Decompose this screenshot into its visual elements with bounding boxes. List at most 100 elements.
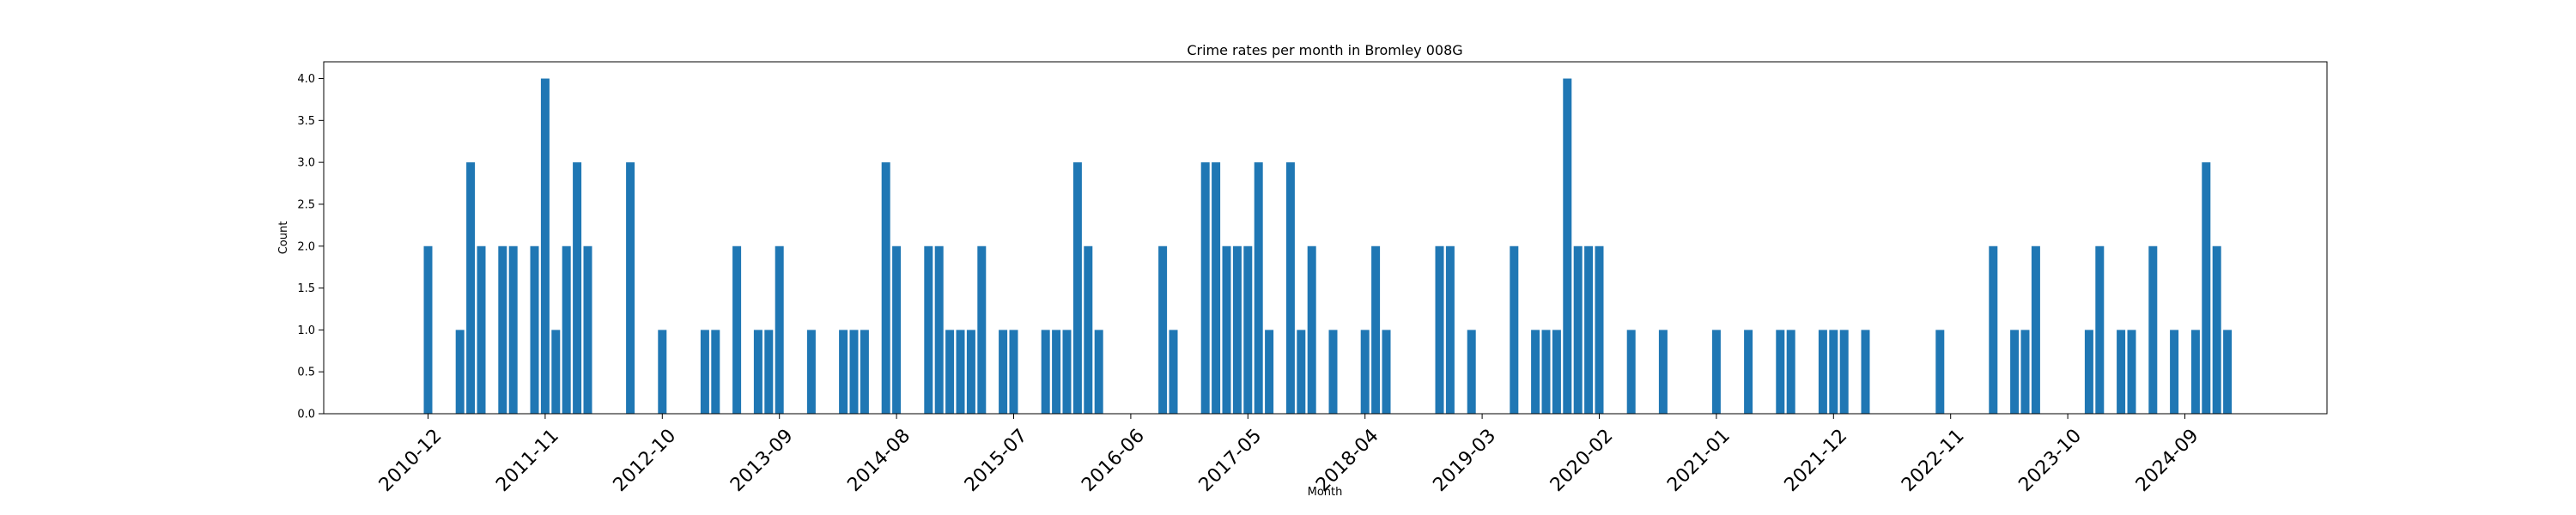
bar-2024-08: [2170, 330, 2179, 414]
y-axis-label: Count: [277, 221, 290, 255]
y-axis: 0.0 0.5 1.0 1.5 2.0 2.5 3.0 3.5 4.0: [297, 73, 324, 421]
bar-2011-12: [551, 330, 561, 414]
bar-2016-02: [1084, 245, 1093, 414]
x-tick-label: 2016-06: [1078, 425, 1149, 496]
bar-2024-10: [2190, 330, 2200, 414]
x-tick-label: 2012-10: [610, 425, 681, 496]
bar-2017-06: [1254, 162, 1263, 414]
x-tick-label: 2019-03: [1429, 425, 1500, 496]
y-tick-label: 1.5: [297, 282, 315, 295]
bar-2011-05: [477, 245, 486, 414]
x-tick-label: 2014-08: [843, 425, 914, 496]
bar-2023-07: [2031, 245, 2040, 414]
bar-2011-04: [466, 162, 476, 414]
bar-2014-08: [892, 245, 902, 414]
bar-2018-04: [1360, 330, 1370, 414]
bar-2018-11: [1435, 245, 1444, 414]
bar-2018-05: [1371, 245, 1381, 414]
bar-2013-05: [732, 245, 742, 414]
bar-2023-05: [2010, 330, 2020, 414]
bar-2011-08: [508, 245, 518, 414]
bar-2011-07: [498, 245, 507, 414]
bar-2011-11: [540, 78, 550, 415]
bar-2024-01: [2095, 245, 2105, 414]
bar-2015-10: [1041, 330, 1050, 414]
bar-2012-03: [583, 245, 592, 414]
bar-2016-09: [1158, 245, 1168, 414]
bar-2011-10: [530, 245, 539, 414]
bar-2017-03: [1222, 245, 1231, 414]
x-tick-label: 2021-12: [1781, 425, 1852, 496]
x-tick-label: 2021-01: [1663, 425, 1735, 496]
x-tick-label: 2023-10: [2014, 425, 2086, 496]
bar-2013-02: [700, 330, 709, 414]
y-tick-label: 4.0: [297, 73, 315, 86]
bar-2014-07: [881, 162, 890, 414]
bar-2019-02: [1467, 330, 1476, 414]
bar-2017-01: [1200, 162, 1210, 414]
bar-2019-06: [1510, 245, 1519, 414]
y-tick-label: 0.0: [297, 409, 315, 421]
bar-2016-10: [1169, 330, 1178, 414]
bar-2019-08: [1531, 330, 1540, 414]
bar-2011-03: [455, 330, 465, 414]
bar-2018-06: [1382, 330, 1391, 414]
bar-2013-09: [775, 245, 784, 414]
bars-group: [423, 78, 2233, 415]
bar-2021-08: [1786, 330, 1795, 414]
x-axis-label: Month: [1308, 486, 1343, 499]
bar-2020-08: [1658, 330, 1668, 414]
bar-2024-03: [2117, 330, 2126, 414]
x-tick-label: 2022-11: [1898, 425, 1969, 496]
bar-2019-11: [1563, 78, 1572, 415]
bar-2015-02: [956, 330, 965, 414]
x-tick-label: 2011-11: [492, 425, 563, 496]
bar-2017-02: [1212, 162, 1221, 414]
bar-2015-01: [945, 330, 955, 414]
bar-2021-11: [1818, 330, 1827, 414]
bar-2014-03: [839, 330, 848, 414]
bar-2014-12: [934, 245, 944, 414]
y-tick-label: 3.5: [297, 115, 315, 128]
bar-2020-02: [1595, 245, 1604, 414]
bar-2021-07: [1776, 330, 1785, 414]
x-tick-label: 2017-05: [1195, 425, 1267, 496]
bar-2017-11: [1307, 245, 1316, 414]
bar-2020-05: [1626, 330, 1636, 414]
bar-2010-12: [423, 245, 433, 414]
bar-2013-03: [711, 330, 720, 414]
bar-2022-10: [1935, 330, 1945, 414]
bar-2023-06: [2020, 330, 2030, 414]
bar-2014-04: [849, 330, 859, 414]
chart-title: Crime rates per month in Bromley 008G: [1187, 42, 1462, 58]
bar-2017-09: [1285, 162, 1295, 414]
bar-2021-04: [1744, 330, 1753, 414]
bar-2024-12: [2212, 245, 2221, 414]
bar-2012-01: [562, 245, 571, 414]
y-tick-label: 3.0: [297, 157, 315, 170]
bar-2013-07: [753, 330, 762, 414]
y-tick-label: 2.0: [297, 240, 315, 253]
bar-2015-04: [977, 245, 987, 414]
bar-2021-01: [1711, 330, 1721, 414]
x-axis: 2010-12 2011-11 2012-10 2013-09 2014-08 2015-…: [375, 414, 2202, 496]
x-tick-label: 2013-09: [726, 425, 798, 496]
bar-2013-12: [806, 330, 816, 414]
bar-2019-12: [1573, 245, 1583, 414]
y-tick-label: 2.5: [297, 198, 315, 211]
axes-frame: [323, 61, 2328, 415]
x-tick-label: 2010-12: [375, 425, 447, 496]
bar-2015-03: [966, 330, 975, 414]
bar-2018-12: [1445, 245, 1455, 414]
bar-2015-07: [1009, 330, 1018, 414]
y-tick-label: 1.0: [297, 324, 315, 337]
bar-2015-11: [1052, 330, 1061, 414]
bar-2019-09: [1541, 330, 1551, 414]
bar-2024-06: [2148, 245, 2158, 414]
bar-2017-07: [1265, 330, 1274, 414]
bar-2020-01: [1584, 245, 1594, 414]
bar-2014-05: [860, 330, 869, 414]
bar-2017-10: [1297, 330, 1306, 414]
bar-2018-01: [1328, 330, 1338, 414]
bar-2016-01: [1072, 162, 1082, 414]
